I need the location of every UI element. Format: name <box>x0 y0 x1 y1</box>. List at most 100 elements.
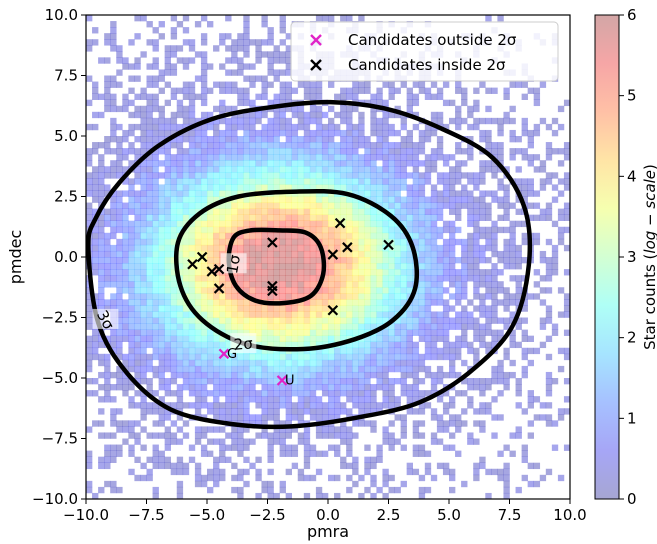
density-bin <box>467 269 474 276</box>
density-bin <box>291 136 299 143</box>
density-bin <box>134 317 141 324</box>
density-bin <box>164 305 171 312</box>
density-bin <box>255 232 262 240</box>
density-bin <box>315 202 323 209</box>
density-bin <box>370 371 377 379</box>
density-bin <box>279 178 286 185</box>
density-bin <box>152 154 159 161</box>
density-bin <box>424 347 432 355</box>
density-bin <box>340 142 347 149</box>
density-bin <box>382 287 389 294</box>
density-bin <box>225 317 232 324</box>
density-bin <box>188 353 196 361</box>
density-bin <box>237 196 244 203</box>
density-bin <box>497 250 504 258</box>
density-bin <box>346 111 353 119</box>
density-bin <box>430 154 438 161</box>
density-bin <box>346 432 353 439</box>
density-bin <box>200 220 208 228</box>
density-bin <box>563 172 570 179</box>
density-bin <box>473 220 480 228</box>
density-bin <box>394 402 401 409</box>
density-bin <box>182 57 190 64</box>
density-bin <box>158 305 165 312</box>
density-bin <box>255 402 262 409</box>
density-bin <box>279 275 286 282</box>
density-bin <box>249 75 256 82</box>
density-bin <box>352 353 359 361</box>
density-bin <box>497 365 504 373</box>
density-bin <box>394 238 401 246</box>
density-bin <box>424 166 432 173</box>
density-bin <box>152 178 159 185</box>
density-bin <box>376 281 383 288</box>
density-bin <box>255 359 262 367</box>
density-bin <box>539 166 547 173</box>
density-bin <box>146 93 153 100</box>
density-bin <box>273 365 280 373</box>
density-bin <box>279 244 286 252</box>
density-bin <box>436 202 444 209</box>
density-bin <box>86 462 93 470</box>
density-bin <box>207 226 214 234</box>
density-bin <box>255 347 262 355</box>
density-bin <box>382 172 389 179</box>
density-bin <box>358 420 365 427</box>
density-bin <box>255 202 262 209</box>
density-bin <box>285 69 292 76</box>
density-bin <box>346 123 353 131</box>
density-bin <box>86 359 93 367</box>
density-bin <box>473 347 480 355</box>
density-bin <box>170 129 178 137</box>
y-axis-label: pmdec <box>6 230 25 285</box>
density-bin <box>231 81 238 88</box>
density-bin <box>255 172 262 179</box>
density-bin <box>515 178 522 185</box>
density-bin <box>158 329 165 336</box>
density-bin <box>188 275 196 282</box>
density-bin <box>352 123 359 131</box>
density-bin <box>285 232 292 240</box>
density-bin <box>273 492 280 499</box>
density-bin <box>134 371 141 379</box>
density-bin <box>388 250 395 258</box>
density-bin <box>388 257 395 264</box>
density-bin <box>364 232 371 240</box>
density-bin <box>249 275 256 282</box>
density-bin <box>424 226 432 234</box>
density-bin <box>394 281 401 288</box>
density-bin <box>182 347 190 355</box>
density-bin <box>170 263 178 270</box>
density-bin <box>563 99 570 107</box>
density-bin <box>455 450 462 457</box>
density-bin <box>430 196 438 203</box>
density-bin <box>200 269 208 276</box>
density-bin <box>158 202 165 209</box>
density-bin <box>164 293 171 300</box>
density-bin <box>122 220 129 228</box>
density-bin <box>200 402 208 409</box>
density-bin <box>370 353 377 361</box>
density-bin <box>334 492 341 499</box>
density-bin <box>219 136 226 143</box>
density-bin <box>134 208 141 215</box>
density-bin <box>346 208 353 215</box>
density-bin <box>267 456 274 463</box>
density-bin <box>237 117 244 125</box>
density-bin <box>388 347 395 355</box>
density-bin <box>412 353 420 361</box>
density-bin <box>449 293 456 300</box>
density-bin <box>418 311 426 318</box>
density-bin <box>285 390 292 397</box>
density-bin <box>346 287 353 294</box>
density-bin <box>110 257 117 264</box>
density-bin <box>267 396 274 403</box>
density-bin <box>225 408 232 415</box>
density-bin <box>394 87 401 94</box>
density-bin <box>328 15 335 22</box>
density-bin <box>376 244 383 252</box>
density-bin <box>376 166 383 173</box>
density-bin <box>315 15 323 22</box>
density-bin <box>315 492 323 499</box>
